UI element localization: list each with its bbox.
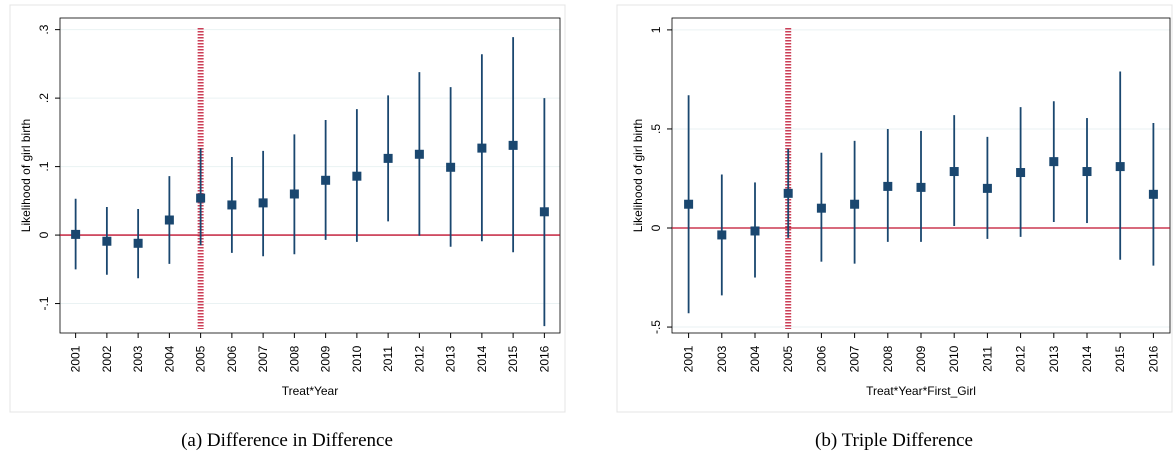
- point-estimate: [684, 199, 694, 209]
- point-estimate: [289, 189, 299, 199]
- point-estimate: [196, 193, 206, 203]
- x-tick-label: 2016: [537, 345, 551, 372]
- x-tick-label: 2001: [682, 345, 696, 372]
- x-tick-label: 2013: [1047, 345, 1061, 372]
- x-tick-label: 2009: [914, 345, 928, 372]
- point-estimate: [352, 171, 362, 181]
- y-tick-label: 1: [649, 26, 663, 33]
- point-estimate: [227, 200, 237, 210]
- point-estimate: [383, 153, 393, 163]
- x-tick-label: 2011: [381, 346, 395, 372]
- x-tick-label: 2015: [1113, 345, 1127, 372]
- point-estimate: [982, 183, 992, 193]
- x-axis-title: Treat*Year: [282, 384, 338, 398]
- point-estimate: [477, 143, 487, 153]
- point-estimate: [750, 226, 760, 236]
- point-estimate: [258, 198, 268, 208]
- x-tick-label: 2009: [319, 345, 333, 372]
- y-axis-title: Likelihood of girl birth: [19, 119, 33, 232]
- point-estimate: [783, 188, 793, 198]
- point-estimate: [1082, 167, 1092, 177]
- x-tick-label: 2006: [225, 345, 239, 372]
- point-estimate: [949, 167, 959, 177]
- x-tick-label: 2014: [1080, 345, 1094, 372]
- y-tick-label: .3: [37, 24, 51, 34]
- y-tick-label: .2: [37, 93, 51, 103]
- x-tick-label: 2005: [194, 345, 208, 372]
- y-tick-label: -.1: [37, 296, 51, 310]
- point-estimate: [883, 181, 893, 191]
- x-tick-label: 2007: [848, 345, 862, 372]
- x-axis-title: Treat*Year*First_Girl: [866, 384, 976, 398]
- x-tick-label: 2015: [506, 345, 520, 372]
- y-tick-label: -.5: [649, 320, 663, 334]
- point-estimate: [1049, 157, 1059, 167]
- point-estimate: [164, 215, 174, 225]
- y-tick-label: .1: [37, 161, 51, 171]
- x-tick-label: 2004: [748, 345, 762, 372]
- x-tick-label: 2006: [814, 345, 828, 372]
- caption: (a) Difference in Difference: [181, 430, 393, 451]
- x-tick-label: 2004: [162, 345, 176, 372]
- x-tick-label: 2002: [100, 345, 114, 372]
- point-estimate: [717, 230, 727, 240]
- point-estimate: [539, 207, 549, 217]
- plot-frame: [59, 17, 561, 334]
- panel-frame: [616, 4, 1173, 413]
- x-tick-label: 2014: [475, 345, 489, 372]
- panel-frame: [9, 4, 566, 413]
- x-tick-label: 2013: [444, 345, 458, 372]
- y-axis-title: Likelihood of girl birth: [631, 119, 645, 232]
- caption: (b) Triple Difference: [815, 430, 973, 451]
- x-tick-label: 2008: [287, 345, 301, 372]
- x-tick-label: 2016: [1146, 345, 1160, 372]
- x-tick-label: 2010: [350, 345, 364, 372]
- x-tick-label: 2003: [715, 345, 729, 372]
- point-estimate: [850, 199, 860, 209]
- x-tick-label: 2008: [881, 345, 895, 372]
- point-estimate: [916, 182, 926, 192]
- point-estimate: [446, 162, 456, 172]
- x-tick-label: 2003: [131, 345, 145, 372]
- point-estimate: [133, 238, 143, 248]
- x-tick-label: 2012: [412, 345, 426, 372]
- point-estimate: [1115, 162, 1125, 172]
- y-tick-label: 0: [37, 231, 51, 238]
- point-estimate: [414, 149, 424, 159]
- y-tick-label: .5: [649, 124, 663, 134]
- x-tick-label: 2011: [980, 346, 994, 372]
- x-tick-label: 2012: [1014, 345, 1028, 372]
- point-estimate: [508, 140, 518, 150]
- x-tick-label: 2001: [69, 345, 83, 372]
- point-estimate: [102, 236, 112, 246]
- y-tick-label: 0: [649, 224, 663, 231]
- point-estimate: [816, 203, 826, 213]
- point-estimate: [71, 229, 81, 239]
- x-tick-label: 2010: [947, 345, 961, 372]
- point-estimate: [1148, 189, 1158, 199]
- point-estimate: [321, 175, 331, 185]
- x-tick-label: 2007: [256, 345, 270, 372]
- point-estimate: [1016, 168, 1026, 178]
- x-tick-label: 2005: [781, 345, 795, 372]
